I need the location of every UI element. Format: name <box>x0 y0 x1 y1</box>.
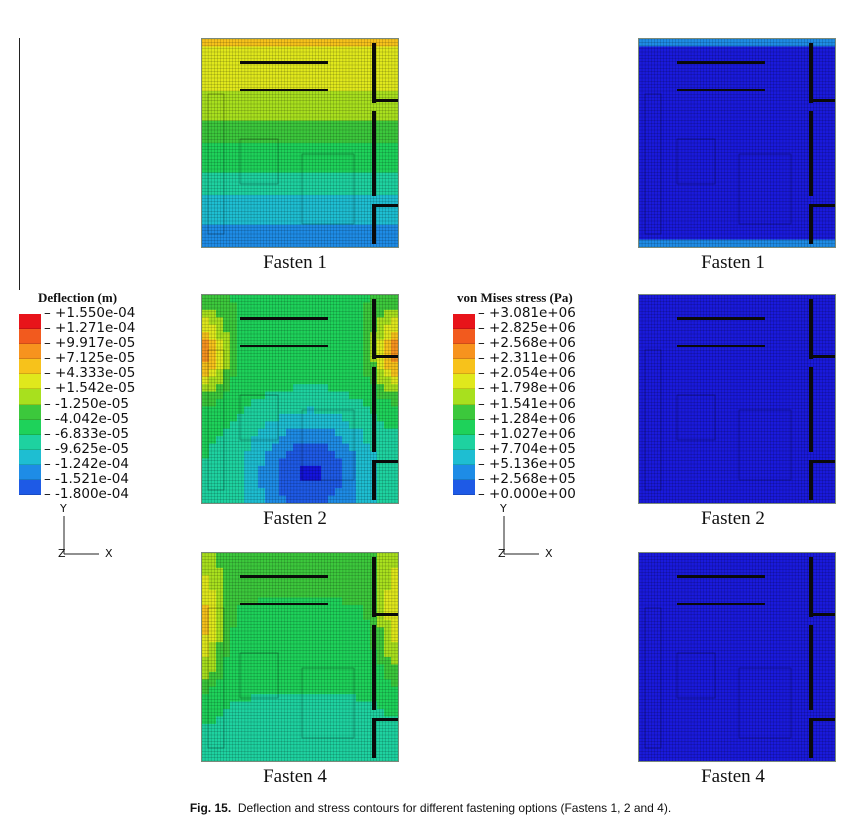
legend-value: – +0.000e+00 <box>478 486 576 503</box>
deflection-legend-values: – +1.550e-04– +1.271e-04– +9.917e-05– +7… <box>44 305 136 503</box>
colorbar-swatch <box>453 404 475 420</box>
axis-y-label: Y <box>500 502 507 515</box>
stress-panel-fasten-2 <box>638 294 836 504</box>
colorbar-swatch <box>453 419 475 435</box>
legend-value: – -1.250e-05 <box>44 395 129 412</box>
legend-value: – -6.833e-05 <box>44 425 129 442</box>
legend-value: – +1.550e-04 <box>44 305 136 321</box>
legend-value: – +2.311e+06 <box>478 350 576 367</box>
colorbar-swatch <box>19 329 41 345</box>
panel-label: Fasten 1 <box>701 252 765 273</box>
stress-legend-values: – +3.081e+06– +2.825e+06– +2.568e+06– +2… <box>478 305 576 503</box>
axis-x-label: X <box>545 547 553 560</box>
legend-value: – +7.704e+05 <box>478 440 576 457</box>
figure-caption: Fig. 15. Deflection and stress contours … <box>0 801 861 815</box>
colorbar-swatch <box>453 344 475 360</box>
deflection-colorbar <box>19 314 41 496</box>
legend-value: – +3.081e+06 <box>478 305 576 321</box>
legend-value: – +2.054e+06 <box>478 365 576 382</box>
deflection-legend-title: Deflection (m) <box>38 290 118 305</box>
contour-plot <box>639 295 835 503</box>
colorbar-swatch <box>453 434 475 450</box>
panel-label: Fasten 2 <box>263 508 327 529</box>
colorbar-swatch <box>19 464 41 481</box>
deflection-panel-fasten-1 <box>201 38 399 248</box>
deflection-panel-fasten-4 <box>201 552 399 762</box>
axis-triad-left: Y Z X <box>55 502 125 562</box>
colorbar-swatch <box>19 419 41 435</box>
colorbar-swatch <box>19 359 41 375</box>
stress-colorbar <box>453 314 475 496</box>
colorbar-swatch <box>19 449 41 465</box>
axis-z-label: Z <box>58 547 66 560</box>
left-edge-line <box>19 38 20 290</box>
panel-label: Fasten 1 <box>263 252 327 273</box>
colorbar-swatch <box>453 464 475 481</box>
legend-value: – +2.568e+05 <box>478 471 576 488</box>
contour-plot <box>202 295 398 503</box>
legend-value: – +1.284e+06 <box>478 410 576 427</box>
figure-caption-label: Fig. 15. <box>189 801 232 815</box>
axis-triad-right: Y Z X <box>495 502 565 562</box>
colorbar-swatch <box>19 434 41 450</box>
colorbar-swatch <box>453 374 475 390</box>
figure-caption-text: Deflection and stress contours for diffe… <box>237 801 672 815</box>
panel-label: Fasten 2 <box>701 508 765 529</box>
colorbar-swatch <box>19 314 41 330</box>
colorbar-swatch <box>453 329 475 345</box>
axis-triad-icon <box>63 516 99 555</box>
colorbar-swatch <box>19 480 41 496</box>
colorbar-swatch <box>453 389 475 405</box>
legend-value: – -9.625e-05 <box>44 440 129 457</box>
legend-value: – +4.333e-05 <box>44 365 136 382</box>
legend-value: – +1.541e+06 <box>478 395 576 412</box>
legend-value: – +1.798e+06 <box>478 380 576 397</box>
legend-value: – +7.125e-05 <box>44 350 136 367</box>
colorbar-swatch <box>453 449 475 465</box>
panel-label: Fasten 4 <box>701 766 765 787</box>
colorbar-swatch <box>453 314 475 330</box>
legend-value: – -4.042e-05 <box>44 410 129 427</box>
contour-plot <box>202 39 398 247</box>
colorbar-swatch <box>19 374 41 390</box>
axis-triad-icon <box>503 516 539 555</box>
stress-panel-fasten-4 <box>638 552 836 762</box>
legend-value: – +2.825e+06 <box>478 320 576 337</box>
legend-value: – +1.271e-04 <box>44 320 136 337</box>
panel-label: Fasten 4 <box>263 766 327 787</box>
legend-value: – +1.542e-05 <box>44 380 136 397</box>
legend-value: – -1.242e-04 <box>44 455 129 472</box>
colorbar-swatch <box>453 359 475 375</box>
legend-value: – -1.800e-04 <box>44 486 129 503</box>
legend-value: – +5.136e+05 <box>478 455 576 472</box>
stress-panel-fasten-1 <box>638 38 836 248</box>
contour-plot <box>639 553 835 761</box>
legend-value: – +2.568e+06 <box>478 335 576 352</box>
contour-plot <box>639 39 835 247</box>
axis-y-label: Y <box>60 502 67 515</box>
colorbar-swatch <box>19 344 41 360</box>
axis-z-label: Z <box>498 547 506 560</box>
colorbar-swatch <box>453 480 475 496</box>
stress-legend-title: von Mises stress (Pa) <box>457 290 573 305</box>
legend-value: – +1.027e+06 <box>478 425 576 442</box>
contour-plot <box>202 553 398 761</box>
colorbar-swatch <box>19 404 41 420</box>
deflection-panel-fasten-2 <box>201 294 399 504</box>
legend-value: – -1.521e-04 <box>44 471 129 488</box>
legend-value: – +9.917e-05 <box>44 335 136 352</box>
axis-x-label: X <box>105 547 113 560</box>
colorbar-swatch <box>19 389 41 405</box>
